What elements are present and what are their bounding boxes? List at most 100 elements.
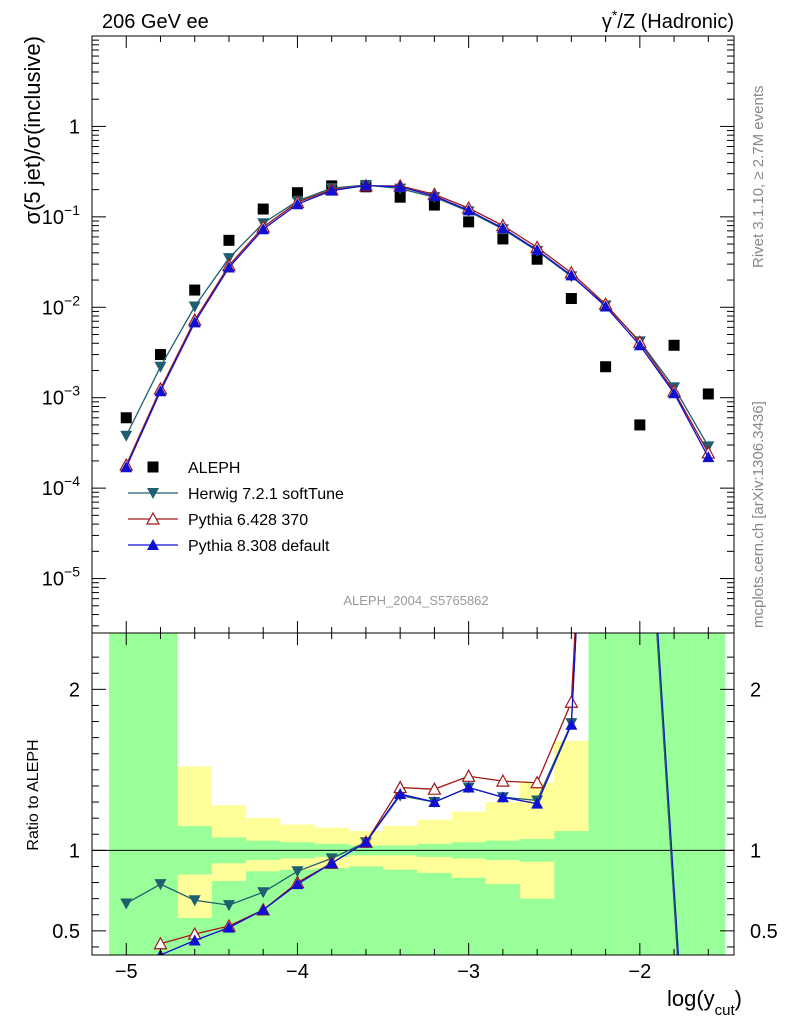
green-band-low bbox=[417, 872, 452, 955]
green-band-bin bbox=[622, 633, 657, 955]
tick-base: 10 bbox=[42, 478, 64, 500]
legend-label: Pythia 6.428 370 bbox=[188, 512, 308, 529]
ratio-point bbox=[154, 879, 167, 891]
ratio-point bbox=[291, 878, 304, 890]
legend-entry: ALEPH bbox=[147, 460, 240, 477]
yellow-band-bottom bbox=[383, 855, 418, 870]
main-point bbox=[154, 361, 167, 373]
x-tick-label: −4 bbox=[286, 961, 309, 983]
main-point bbox=[394, 191, 406, 203]
legend-entry: Pythia 6.428 370 bbox=[128, 511, 308, 529]
main-y-tick-label: 10−4 bbox=[42, 473, 80, 500]
yellow-band-bottom bbox=[348, 855, 384, 867]
x-axis-label: log(ycut) bbox=[667, 986, 742, 1019]
main-point bbox=[565, 269, 578, 281]
main-panel-series bbox=[119, 178, 716, 473]
ratio-point bbox=[120, 898, 133, 910]
ratio-point bbox=[257, 887, 270, 899]
main-point bbox=[633, 339, 646, 351]
main-point bbox=[531, 253, 543, 265]
legend-label: ALEPH bbox=[188, 460, 240, 477]
tick-base: 10 bbox=[42, 207, 64, 229]
main-point bbox=[599, 300, 612, 312]
main-point bbox=[222, 261, 235, 273]
legend-marker bbox=[147, 461, 159, 473]
legend-marker bbox=[147, 539, 159, 550]
tick-exponent: −1 bbox=[64, 202, 80, 218]
header-right: γ*/Z (Hadronic) bbox=[602, 7, 734, 33]
ratio-uncertainty-bands bbox=[109, 633, 726, 955]
green-band-bin bbox=[143, 633, 178, 955]
yellow-band-bottom bbox=[246, 860, 281, 872]
legend: ALEPH Herwig 7.2.1 softTune Pythia 6.428 3… bbox=[128, 460, 344, 555]
main-point bbox=[702, 388, 714, 400]
rivet-label: Rivet 3.1.10, ≥ 2.7M events bbox=[750, 85, 767, 269]
main-y-tick-label: 10−3 bbox=[42, 383, 80, 410]
main-line-2 bbox=[125, 185, 709, 466]
yellow-band-bottom bbox=[417, 856, 452, 873]
ratio-y-tick-label-left: 0.5 bbox=[52, 921, 80, 943]
main-y-tick-label: 10−5 bbox=[42, 564, 80, 591]
ratio-point bbox=[188, 895, 201, 907]
legend-marker bbox=[147, 488, 159, 499]
yellow-band-top bbox=[177, 766, 212, 827]
green-band-bin bbox=[554, 831, 589, 955]
tick-base: 10 bbox=[42, 297, 64, 319]
ratio-y-tick-label-left: 1 bbox=[69, 840, 80, 862]
green-band-low bbox=[451, 877, 486, 955]
main-point bbox=[463, 216, 475, 228]
main-point bbox=[257, 223, 270, 235]
yellow-band-bottom bbox=[520, 861, 555, 899]
ratio-point bbox=[462, 781, 475, 793]
main-y-tick-label: 10−1 bbox=[42, 202, 80, 229]
main-point bbox=[120, 461, 133, 473]
green-band-low bbox=[314, 868, 349, 955]
ratio-point bbox=[359, 836, 372, 848]
legend-marker bbox=[145, 511, 161, 525]
tick-exponent: −3 bbox=[64, 383, 80, 399]
main-y-tick-label: 10−2 bbox=[42, 292, 80, 319]
main-line-3 bbox=[125, 184, 709, 468]
main-point bbox=[394, 180, 407, 192]
legend-entry: Herwig 7.2.1 softTune bbox=[128, 486, 344, 503]
ratio-point bbox=[496, 791, 509, 803]
ratio-frame bbox=[91, 632, 735, 956]
yellow-band-top bbox=[520, 782, 555, 840]
ratio-series-group bbox=[120, 633, 680, 955]
main-point bbox=[291, 198, 304, 210]
x-tick-label: −2 bbox=[628, 961, 651, 983]
main-point bbox=[154, 349, 166, 361]
mcplots-label: mcplots.cern.ch [arXiv:1306.3436] bbox=[750, 401, 767, 628]
axis-ticks: −5 −4 −3 −210−510−410−310−210−110.5 0.51 12 2 bbox=[42, 36, 778, 983]
yellow-band-bottom bbox=[451, 858, 486, 878]
green-band-bin bbox=[691, 633, 726, 955]
x-tick-label: −3 bbox=[457, 961, 480, 983]
main-line-1 bbox=[125, 184, 709, 447]
yellow-band-bottom bbox=[280, 858, 315, 870]
main-point bbox=[634, 419, 646, 431]
main-point bbox=[291, 187, 303, 199]
ratio-point bbox=[565, 718, 578, 730]
main-point bbox=[188, 316, 201, 328]
tick-base: 1 bbox=[69, 116, 80, 138]
ratio-steep-line bbox=[657, 633, 680, 955]
tick-exponent: −4 bbox=[64, 473, 80, 489]
yellow-band-top bbox=[451, 811, 486, 843]
header-left: 206 GeV ee bbox=[102, 11, 209, 33]
ratio-y-axis-label: Ratio to ALEPH bbox=[25, 739, 42, 850]
main-point bbox=[702, 451, 715, 463]
ratio-point bbox=[461, 769, 476, 782]
yellow-band-top bbox=[485, 802, 520, 841]
legend-label: Herwig 7.2.1 softTune bbox=[188, 486, 344, 503]
main-point bbox=[565, 293, 577, 305]
ratio-point bbox=[222, 900, 235, 912]
main-point bbox=[154, 385, 167, 397]
ratio-point bbox=[495, 773, 510, 787]
main-point bbox=[223, 234, 235, 246]
main-point bbox=[428, 190, 441, 202]
ratio-point bbox=[291, 866, 304, 878]
main-point bbox=[120, 430, 133, 442]
x-axis-label-subscript: cut bbox=[715, 1002, 736, 1019]
yellow-band-bottom bbox=[211, 863, 247, 881]
